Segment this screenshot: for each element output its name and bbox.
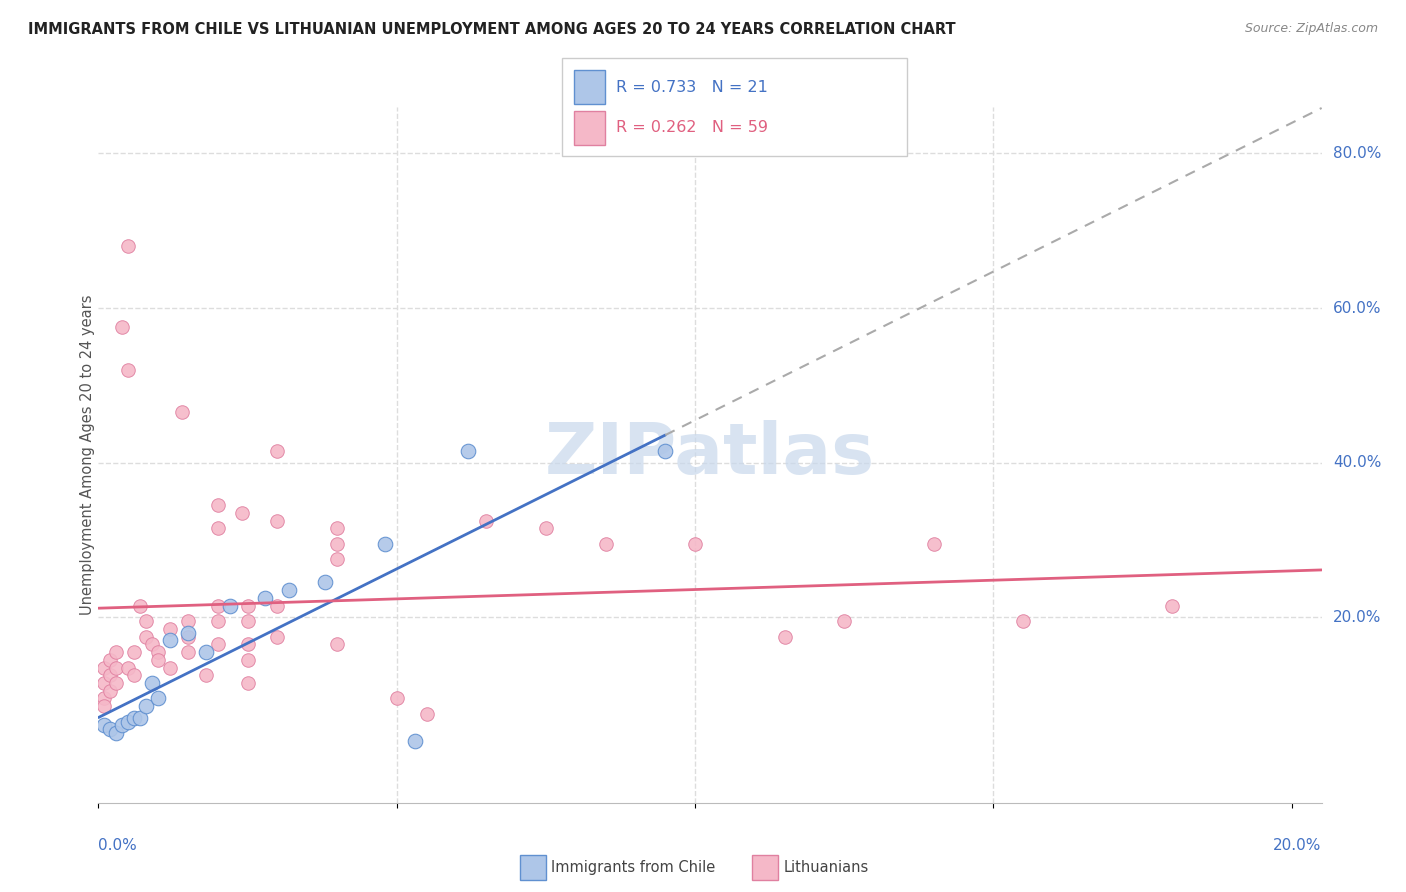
Point [266, 630, 288, 644]
Point [117, 714, 139, 729]
Y-axis label: Unemployment Among Ages 20 to 24 years: Unemployment Among Ages 20 to 24 years [80, 294, 94, 615]
Point [207, 498, 229, 512]
Text: Immigrants from Chile: Immigrants from Chile [551, 861, 716, 875]
Point [177, 630, 200, 644]
Point [457, 444, 479, 458]
Point [194, 668, 217, 682]
Point [266, 599, 288, 613]
Point [385, 691, 408, 706]
Point [218, 599, 240, 613]
Point [93, 660, 115, 674]
Point [254, 591, 277, 605]
Point [1012, 614, 1035, 628]
Point [122, 711, 145, 725]
Point [146, 691, 169, 706]
Point [236, 599, 259, 613]
Point [266, 514, 288, 528]
Point [326, 537, 349, 551]
Point [236, 637, 259, 651]
Point [326, 521, 349, 535]
Point [146, 653, 169, 667]
Point [117, 660, 139, 674]
Point [374, 537, 396, 551]
Point [231, 506, 253, 520]
Point [93, 676, 115, 690]
Point [404, 734, 426, 748]
Point [146, 645, 169, 659]
Point [207, 521, 229, 535]
Point [683, 537, 706, 551]
Text: 20.0%: 20.0% [1333, 610, 1381, 624]
Point [135, 630, 157, 644]
Point [159, 660, 181, 674]
Point [122, 645, 145, 659]
Point [177, 645, 200, 659]
Text: 0.0%: 0.0% [98, 838, 138, 854]
Point [159, 633, 181, 648]
Point [278, 583, 301, 598]
Point [105, 660, 128, 674]
Point [236, 676, 259, 690]
Point [207, 614, 229, 628]
Text: 60.0%: 60.0% [1333, 301, 1381, 316]
Text: IMMIGRANTS FROM CHILE VS LITHUANIAN UNEMPLOYMENT AMONG AGES 20 TO 24 YEARS CORRE: IMMIGRANTS FROM CHILE VS LITHUANIAN UNEM… [28, 22, 956, 37]
Point [129, 599, 152, 613]
Text: Source: ZipAtlas.com: Source: ZipAtlas.com [1244, 22, 1378, 36]
Point [1161, 599, 1184, 613]
Point [194, 645, 217, 659]
Point [832, 614, 855, 628]
Text: R = 0.733   N = 21: R = 0.733 N = 21 [616, 80, 768, 95]
Point [415, 706, 437, 721]
Point [135, 614, 157, 628]
Point [111, 718, 134, 732]
Point [98, 683, 121, 698]
Point [93, 691, 115, 706]
Point [129, 711, 152, 725]
Point [117, 363, 139, 377]
Point [93, 718, 115, 732]
Point [177, 614, 200, 628]
Point [326, 637, 349, 651]
Point [922, 537, 945, 551]
Point [654, 444, 676, 458]
Point [122, 668, 145, 682]
Point [105, 676, 128, 690]
Point [236, 614, 259, 628]
Text: 80.0%: 80.0% [1333, 146, 1381, 161]
Point [135, 699, 157, 714]
Point [105, 645, 128, 659]
Point [141, 637, 163, 651]
Point [98, 723, 121, 737]
Point [98, 668, 121, 682]
Text: 40.0%: 40.0% [1333, 455, 1381, 470]
Point [105, 726, 128, 740]
Point [117, 239, 139, 253]
Point [314, 575, 336, 590]
Text: ZIPatlas: ZIPatlas [546, 420, 875, 490]
Point [534, 521, 557, 535]
Point [773, 630, 796, 644]
Point [475, 514, 498, 528]
Text: Lithuanians: Lithuanians [783, 861, 869, 875]
Point [111, 320, 134, 334]
Point [266, 444, 288, 458]
Point [98, 653, 121, 667]
Point [326, 552, 349, 566]
Point [170, 405, 193, 419]
Point [236, 653, 259, 667]
Text: R = 0.262   N = 59: R = 0.262 N = 59 [616, 120, 768, 135]
Point [141, 676, 163, 690]
Point [207, 599, 229, 613]
Point [207, 637, 229, 651]
Point [177, 625, 200, 640]
Point [159, 622, 181, 636]
Point [93, 699, 115, 714]
Point [595, 537, 617, 551]
Text: 20.0%: 20.0% [1274, 838, 1322, 854]
